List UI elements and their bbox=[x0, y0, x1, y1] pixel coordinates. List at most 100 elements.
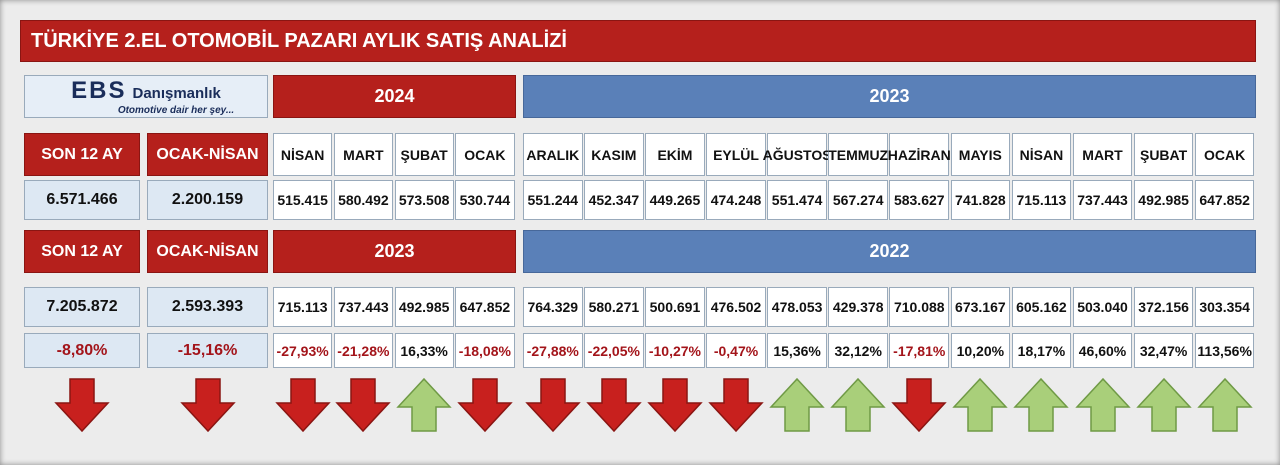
up-arrow bbox=[1135, 377, 1192, 432]
year-header: 2023 bbox=[273, 230, 516, 273]
value-cell: 551.244 bbox=[523, 180, 583, 220]
down-arrow bbox=[647, 378, 703, 433]
value-cell: 515.415 bbox=[273, 180, 333, 220]
month-header: AĞUSTOS bbox=[763, 133, 832, 176]
period-label: OCAK-NİSAN bbox=[147, 133, 268, 176]
change-cell: 46,60% bbox=[1072, 333, 1133, 368]
period-label: SON 12 AY bbox=[24, 230, 140, 273]
month-header: KASIM bbox=[584, 133, 644, 176]
up-arrow bbox=[952, 377, 1009, 432]
value-cell: 741.828 bbox=[950, 180, 1011, 220]
logo-name: EBS bbox=[71, 77, 127, 104]
value-cell: 647.852 bbox=[1194, 180, 1255, 220]
value-cell: 580.271 bbox=[584, 287, 644, 327]
down-arrow bbox=[179, 378, 236, 433]
change-cell: -0,47% bbox=[706, 333, 766, 368]
month-header: MART bbox=[333, 133, 393, 176]
value-cell: 715.113 bbox=[1011, 180, 1072, 220]
year-header: 2023 bbox=[523, 75, 1256, 118]
up-arrow bbox=[769, 377, 825, 432]
up-arrow bbox=[1196, 377, 1253, 432]
down-arrow bbox=[335, 378, 392, 433]
up-arrow bbox=[396, 377, 452, 432]
period-total: 6.571.466 bbox=[24, 180, 140, 220]
change-cell: -18,08% bbox=[455, 333, 515, 368]
value-cell: 764.329 bbox=[523, 287, 583, 327]
year-header: 2022 bbox=[523, 230, 1256, 273]
period-total: 2.593.393 bbox=[147, 287, 268, 327]
month-header: ARALIK bbox=[523, 133, 583, 176]
value-cell: 500.691 bbox=[645, 287, 705, 327]
value-cell: 605.162 bbox=[1011, 287, 1072, 327]
down-arrow bbox=[54, 378, 110, 433]
month-header: NİSAN bbox=[273, 133, 333, 176]
month-header: MAYIS bbox=[950, 133, 1011, 176]
month-header: HAZİRAN bbox=[888, 133, 951, 176]
title: TÜRKİYE 2.EL OTOMOBİL PAZARI AYLIK SATIŞ… bbox=[20, 20, 1256, 62]
change-cell: -27,88% bbox=[523, 333, 583, 368]
logo: EBS Danışmanlık Otomotive dair her şey..… bbox=[24, 75, 268, 118]
month-header: OCAK bbox=[1194, 133, 1255, 176]
change-cell: 10,20% bbox=[950, 333, 1011, 368]
value-cell: 503.040 bbox=[1072, 287, 1133, 327]
logo-tagline: Otomotive dair her şey... bbox=[117, 105, 235, 116]
month-header: ŞUBAT bbox=[1133, 133, 1194, 176]
value-cell: 476.502 bbox=[706, 287, 766, 327]
change-cell: 32,47% bbox=[1133, 333, 1194, 368]
month-header: EKİM bbox=[645, 133, 705, 176]
value-cell: 452.347 bbox=[584, 180, 644, 220]
value-cell: 492.985 bbox=[1133, 180, 1194, 220]
period-total: 7.205.872 bbox=[24, 287, 140, 327]
value-cell: 478.053 bbox=[767, 287, 827, 327]
value-cell: 737.443 bbox=[333, 287, 393, 327]
change-cell: -21,28% bbox=[333, 333, 393, 368]
value-cell: 573.508 bbox=[394, 180, 454, 220]
period-label: OCAK-NİSAN bbox=[147, 230, 268, 273]
up-arrow bbox=[1013, 377, 1070, 432]
value-cell: 449.265 bbox=[645, 180, 705, 220]
value-cell: 647.852 bbox=[455, 287, 515, 327]
value-cell: 583.627 bbox=[889, 180, 950, 220]
value-cell: 737.443 bbox=[1072, 180, 1133, 220]
change-total: -15,16% bbox=[147, 333, 268, 368]
month-header: EYLÜL bbox=[706, 133, 766, 176]
month-header: TEMMUZ bbox=[828, 133, 888, 176]
month-header: MART bbox=[1072, 133, 1133, 176]
year-header: 2024 bbox=[273, 75, 516, 118]
down-arrow bbox=[891, 378, 947, 433]
value-cell: 303.354 bbox=[1194, 287, 1255, 327]
down-arrow bbox=[708, 378, 764, 433]
value-cell: 551.474 bbox=[767, 180, 827, 220]
change-cell: -10,27% bbox=[645, 333, 705, 368]
down-arrow bbox=[586, 378, 642, 433]
period-label: SON 12 AY bbox=[24, 133, 140, 176]
down-arrow bbox=[274, 378, 331, 433]
value-cell: 530.744 bbox=[455, 180, 515, 220]
value-cell: 567.274 bbox=[828, 180, 888, 220]
logo-row: EBS Danışmanlık bbox=[71, 77, 221, 105]
value-cell: 474.248 bbox=[706, 180, 766, 220]
logo-brand: Danışmanlık bbox=[132, 85, 221, 102]
change-cell: 113,56% bbox=[1194, 333, 1255, 368]
change-cell: -17,81% bbox=[889, 333, 950, 368]
value-cell: 492.985 bbox=[394, 287, 454, 327]
change-cell: 15,36% bbox=[767, 333, 827, 368]
value-cell: 372.156 bbox=[1133, 287, 1194, 327]
period-total: 2.200.159 bbox=[147, 180, 268, 220]
month-header: NİSAN bbox=[1011, 133, 1072, 176]
down-arrow bbox=[457, 378, 513, 433]
change-cell: 18,17% bbox=[1011, 333, 1072, 368]
value-cell: 710.088 bbox=[889, 287, 950, 327]
value-cell: 429.378 bbox=[828, 287, 888, 327]
down-arrow bbox=[525, 378, 581, 433]
change-cell: -22,05% bbox=[584, 333, 644, 368]
month-header: OCAK bbox=[455, 133, 515, 176]
value-cell: 715.113 bbox=[273, 287, 333, 327]
change-cell: 32,12% bbox=[828, 333, 888, 368]
month-header: ŞUBAT bbox=[394, 133, 454, 176]
value-cell: 673.167 bbox=[950, 287, 1011, 327]
change-total: -8,80% bbox=[24, 333, 140, 368]
up-arrow bbox=[1074, 377, 1131, 432]
value-cell: 580.492 bbox=[333, 180, 393, 220]
